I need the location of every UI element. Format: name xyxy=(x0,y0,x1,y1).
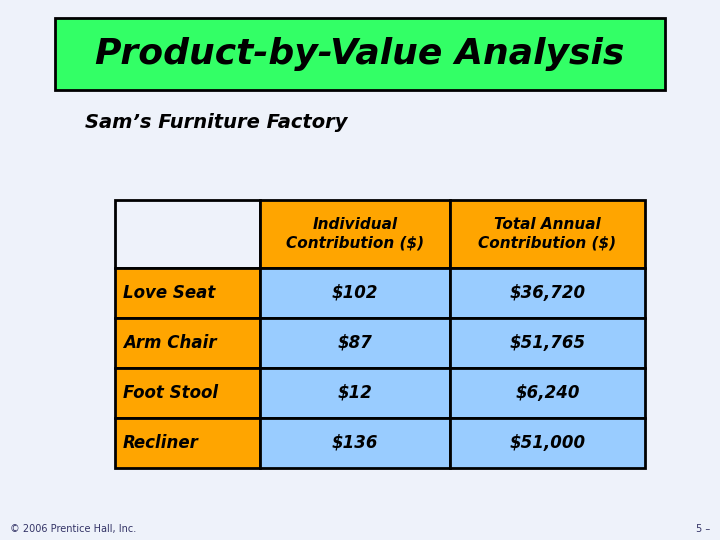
FancyBboxPatch shape xyxy=(115,368,260,418)
FancyBboxPatch shape xyxy=(260,318,450,368)
FancyBboxPatch shape xyxy=(260,268,450,318)
Text: Total Annual
Contribution ($): Total Annual Contribution ($) xyxy=(478,217,616,251)
FancyBboxPatch shape xyxy=(115,318,260,368)
Text: $36,720: $36,720 xyxy=(510,284,585,302)
FancyBboxPatch shape xyxy=(450,418,645,468)
FancyBboxPatch shape xyxy=(260,368,450,418)
Text: Sam’s Furniture Factory: Sam’s Furniture Factory xyxy=(85,112,348,132)
Text: Individual
Contribution ($): Individual Contribution ($) xyxy=(286,217,424,251)
FancyBboxPatch shape xyxy=(260,418,450,468)
Text: © 2006 Prentice Hall, Inc.: © 2006 Prentice Hall, Inc. xyxy=(10,524,136,534)
Text: Foot Stool: Foot Stool xyxy=(123,384,218,402)
FancyBboxPatch shape xyxy=(450,368,645,418)
Text: $6,240: $6,240 xyxy=(516,384,580,402)
FancyBboxPatch shape xyxy=(450,318,645,368)
FancyBboxPatch shape xyxy=(450,200,645,268)
FancyBboxPatch shape xyxy=(260,200,450,268)
Text: $87: $87 xyxy=(338,334,372,352)
Text: Product-by-Value Analysis: Product-by-Value Analysis xyxy=(95,37,625,71)
Text: Love Seat: Love Seat xyxy=(123,284,215,302)
Text: $51,000: $51,000 xyxy=(510,434,585,452)
FancyBboxPatch shape xyxy=(115,418,260,468)
FancyBboxPatch shape xyxy=(450,268,645,318)
FancyBboxPatch shape xyxy=(55,18,665,90)
Text: $12: $12 xyxy=(338,384,372,402)
FancyBboxPatch shape xyxy=(115,268,260,318)
Text: $102: $102 xyxy=(332,284,378,302)
Text: Recliner: Recliner xyxy=(123,434,199,452)
Text: $136: $136 xyxy=(332,434,378,452)
Text: Arm Chair: Arm Chair xyxy=(123,334,217,352)
FancyBboxPatch shape xyxy=(115,200,260,268)
Text: 5 –: 5 – xyxy=(696,524,710,534)
Text: $51,765: $51,765 xyxy=(510,334,585,352)
